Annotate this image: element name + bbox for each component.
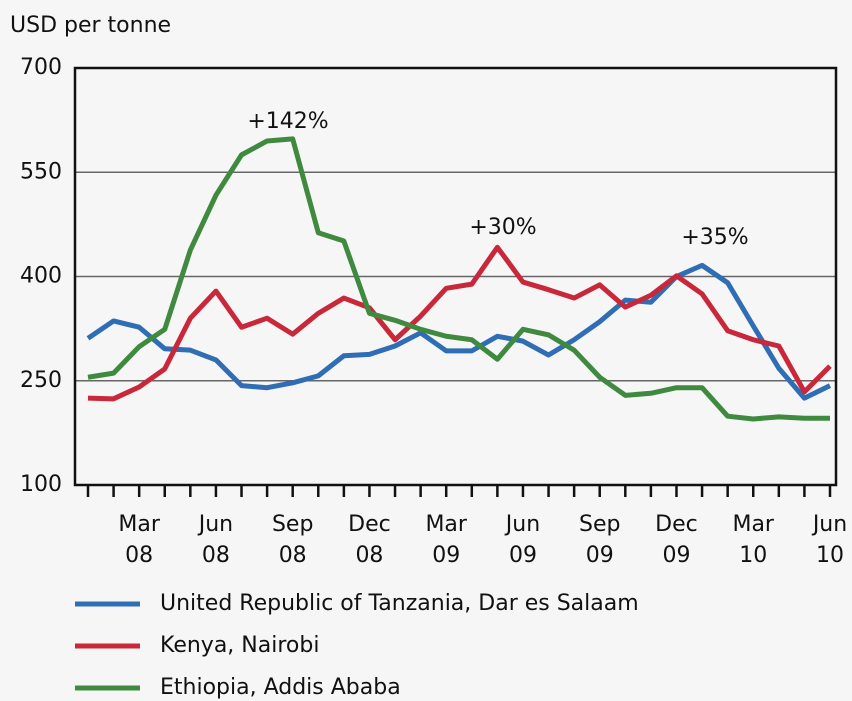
y-tick-label: 700 [20,55,62,80]
x-tick-label: Mar 09 [425,512,467,568]
plot-frame [73,66,838,487]
y-axis-label: USD per tonne [10,13,171,38]
x-tick-label: Jun 09 [505,512,541,568]
legend-label: United Republic of Tanzania, Dar es Sala… [160,591,639,616]
legend-label: Kenya, Nairobi [160,633,319,658]
x-tick-label: Sep 08 [271,512,314,568]
series-line [86,262,832,401]
annotation: +30% [469,215,536,240]
y-tick-label: 100 [20,472,62,497]
x-tick-label: Dec 08 [348,512,391,568]
x-tick-label: Jun 10 [812,512,848,568]
x-tick-label: Sep 09 [578,512,621,568]
y-tick-label: 550 [20,159,62,184]
series-line [87,136,830,422]
x-tick-label: Jun 08 [198,512,234,568]
x-tick-label: Dec 09 [655,512,698,568]
y-tick-label: 400 [20,264,62,289]
annotation: +35% [681,225,748,250]
x-tick-label: Mar 08 [118,512,160,568]
annotation: +142% [247,109,328,134]
legend-label: Ethiopia, Addis Ababa [160,675,401,700]
x-tick-label: Mar 10 [732,512,774,568]
series-line [87,244,832,402]
y-tick-label: 250 [20,368,62,393]
